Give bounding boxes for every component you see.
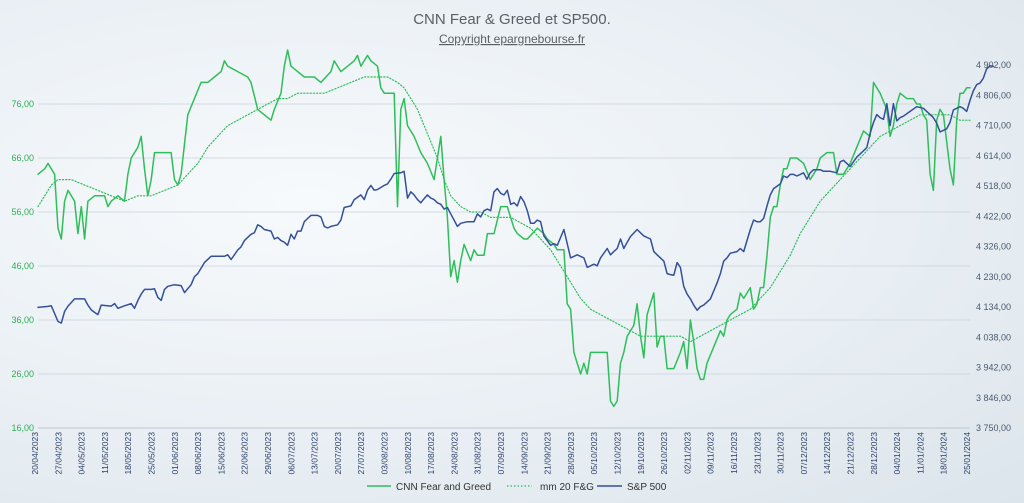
x-tick-label: 25/05/2023 bbox=[147, 432, 157, 475]
right-tick-label: 4 806,00 bbox=[976, 90, 1011, 100]
x-tick-label: 20/07/2023 bbox=[333, 432, 343, 475]
x-tick-label: 22/06/2023 bbox=[240, 432, 250, 475]
series-fear-greed[interactable] bbox=[37, 49, 971, 408]
x-tick-label: 04/01/2024 bbox=[892, 432, 902, 475]
series-mm20[interactable] bbox=[37, 76, 971, 343]
chart-subtitle: Copyright epargnebourse.fr bbox=[439, 32, 585, 46]
right-tick-label: 4 614,00 bbox=[976, 151, 1011, 161]
x-tick-label: 27/07/2023 bbox=[356, 432, 366, 475]
x-tick-label: 05/10/2023 bbox=[589, 432, 599, 475]
left-tick-label: 66,00 bbox=[11, 153, 34, 163]
x-tick-label: 07/12/2023 bbox=[799, 432, 809, 475]
legend-label-fear-greed[interactable]: CNN Fear and Greed bbox=[396, 482, 491, 493]
x-tick-label: 23/11/2023 bbox=[752, 432, 762, 474]
legend-label-sp500[interactable]: S&P 500 bbox=[627, 482, 667, 493]
x-tick-label: 07/09/2023 bbox=[496, 432, 506, 475]
left-tick-label: 46,00 bbox=[11, 261, 34, 271]
right-tick-label: 4 038,00 bbox=[976, 332, 1011, 342]
left-tick-label: 36,00 bbox=[11, 315, 34, 325]
right-tick-label: 4 134,00 bbox=[976, 302, 1011, 312]
x-tick-label: 17/08/2023 bbox=[426, 432, 436, 475]
right-tick-label: 4 422,00 bbox=[976, 211, 1011, 221]
grid bbox=[38, 103, 970, 429]
x-tick-label: 26/10/2023 bbox=[659, 432, 669, 475]
right-tick-label: 3 942,00 bbox=[976, 363, 1011, 373]
left-tick-label: 16,00 bbox=[11, 423, 34, 433]
x-tick-label: 30/11/2023 bbox=[776, 432, 786, 474]
series-layer bbox=[37, 49, 995, 408]
chart-title: CNN Fear & Greed et SP500. bbox=[413, 11, 611, 28]
right-tick-label: 3 846,00 bbox=[976, 393, 1011, 403]
legend: CNN Fear and Greed mm 20 F&G S&P 500 bbox=[367, 482, 667, 493]
x-tick-label: 15/06/2023 bbox=[216, 432, 226, 475]
right-tick-label: 4 326,00 bbox=[976, 242, 1011, 252]
x-tick-label: 25/01/2024 bbox=[962, 432, 972, 475]
x-tick-label: 04/05/2023 bbox=[77, 432, 87, 475]
x-tick-label: 28/09/2023 bbox=[566, 432, 576, 475]
right-tick-label: 4 230,00 bbox=[976, 272, 1011, 282]
right-tick-label: 4 710,00 bbox=[976, 121, 1011, 131]
legend-label-mm20[interactable]: mm 20 F&G bbox=[540, 482, 594, 493]
x-tick-label: 18/05/2023 bbox=[123, 432, 133, 475]
right-tick-label: 3 750,00 bbox=[976, 423, 1011, 433]
left-tick-label: 56,00 bbox=[11, 207, 34, 217]
x-tick-label: 21/12/2023 bbox=[846, 432, 856, 475]
x-tick-label: 11/01/2024 bbox=[915, 432, 925, 474]
right-tick-label: 4 518,00 bbox=[976, 181, 1011, 191]
x-tick-label: 08/06/2023 bbox=[193, 432, 203, 475]
x-tick-label: 14/09/2023 bbox=[519, 432, 529, 475]
left-tick-label: 76,00 bbox=[11, 99, 34, 109]
x-tick-label: 21/09/2023 bbox=[543, 432, 553, 475]
x-tick-label: 28/12/2023 bbox=[869, 432, 879, 475]
right-tick-label: 4 902,00 bbox=[976, 60, 1011, 70]
x-tick-label: 13/07/2023 bbox=[310, 432, 320, 475]
x-tick-label: 24/08/2023 bbox=[449, 432, 459, 475]
x-tick-label: 03/08/2023 bbox=[380, 432, 390, 475]
x-tick-label: 16/11/2023 bbox=[729, 432, 739, 474]
x-tick-label: 02/11/2023 bbox=[682, 432, 692, 474]
x-tick-label: 20/04/2023 bbox=[30, 432, 40, 475]
x-tick-label: 11/05/2023 bbox=[100, 432, 110, 474]
x-tick-label: 10/08/2023 bbox=[403, 432, 413, 475]
x-axis: 20/04/2023 27/04/2023 04/05/2023 11/05/2023… bbox=[30, 427, 972, 475]
x-tick-label: 29/06/2023 bbox=[263, 432, 273, 475]
left-axis: 16,00 26,00 36,00 46,00 56,00 66,00 76,00 bbox=[11, 99, 34, 433]
right-axis: 3 750,00 3 846,00 3 942,00 4 038,00 4 134,00… bbox=[976, 60, 1011, 433]
x-tick-label: 12/10/2023 bbox=[613, 432, 623, 475]
x-tick-label: 19/10/2023 bbox=[636, 432, 646, 475]
left-tick-label: 26,00 bbox=[11, 369, 34, 379]
x-tick-label: 18/01/2024 bbox=[939, 432, 949, 475]
x-tick-label: 01/06/2023 bbox=[170, 432, 180, 475]
x-tick-label: 31/08/2023 bbox=[473, 432, 483, 475]
x-tick-label: 09/11/2023 bbox=[706, 432, 716, 474]
series-sp500[interactable] bbox=[37, 65, 995, 324]
x-tick-label: 27/04/2023 bbox=[53, 432, 63, 475]
x-tick-label: 06/07/2023 bbox=[286, 432, 296, 475]
x-tick-label: 14/12/2023 bbox=[822, 432, 832, 475]
